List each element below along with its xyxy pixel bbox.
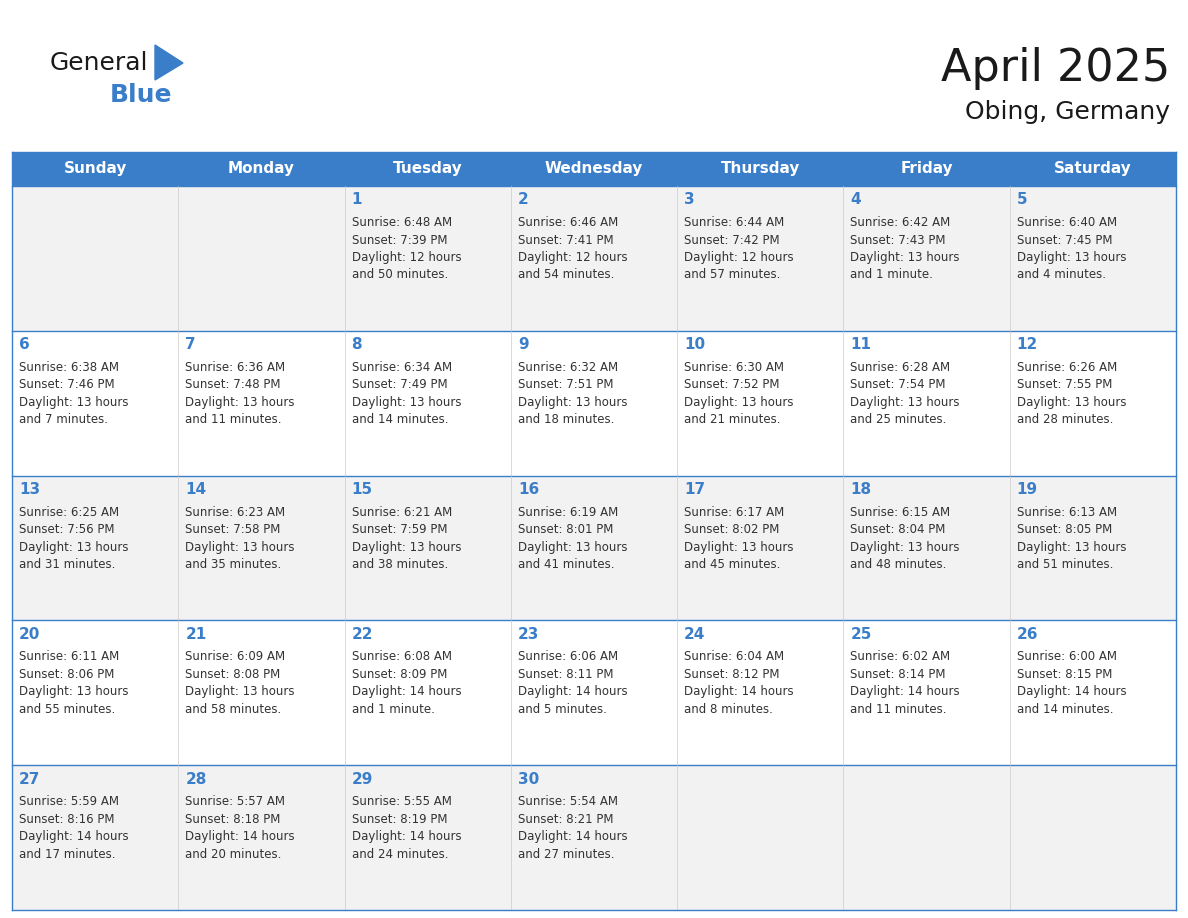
Polygon shape bbox=[154, 45, 183, 80]
Text: Sunrise: 6:02 AM
Sunset: 8:14 PM
Daylight: 14 hours
and 11 minutes.: Sunrise: 6:02 AM Sunset: 8:14 PM Dayligh… bbox=[851, 650, 960, 716]
Text: Sunrise: 6:44 AM
Sunset: 7:42 PM
Daylight: 12 hours
and 57 minutes.: Sunrise: 6:44 AM Sunset: 7:42 PM Dayligh… bbox=[684, 216, 794, 282]
Text: Sunrise: 6:17 AM
Sunset: 8:02 PM
Daylight: 13 hours
and 45 minutes.: Sunrise: 6:17 AM Sunset: 8:02 PM Dayligh… bbox=[684, 506, 794, 571]
Text: 30: 30 bbox=[518, 772, 539, 787]
Text: Sunrise: 6:19 AM
Sunset: 8:01 PM
Daylight: 13 hours
and 41 minutes.: Sunrise: 6:19 AM Sunset: 8:01 PM Dayligh… bbox=[518, 506, 627, 571]
Text: Sunrise: 6:11 AM
Sunset: 8:06 PM
Daylight: 13 hours
and 55 minutes.: Sunrise: 6:11 AM Sunset: 8:06 PM Dayligh… bbox=[19, 650, 128, 716]
Text: 19: 19 bbox=[1017, 482, 1038, 498]
Text: 15: 15 bbox=[352, 482, 373, 498]
Text: Wednesday: Wednesday bbox=[545, 162, 643, 176]
Text: Sunrise: 5:54 AM
Sunset: 8:21 PM
Daylight: 14 hours
and 27 minutes.: Sunrise: 5:54 AM Sunset: 8:21 PM Dayligh… bbox=[518, 795, 627, 861]
Text: Sunrise: 6:09 AM
Sunset: 8:08 PM
Daylight: 13 hours
and 58 minutes.: Sunrise: 6:09 AM Sunset: 8:08 PM Dayligh… bbox=[185, 650, 295, 716]
Text: Sunrise: 6:25 AM
Sunset: 7:56 PM
Daylight: 13 hours
and 31 minutes.: Sunrise: 6:25 AM Sunset: 7:56 PM Dayligh… bbox=[19, 506, 128, 571]
Text: Sunrise: 6:32 AM
Sunset: 7:51 PM
Daylight: 13 hours
and 18 minutes.: Sunrise: 6:32 AM Sunset: 7:51 PM Dayligh… bbox=[518, 361, 627, 426]
Text: 20: 20 bbox=[19, 627, 40, 642]
Text: Blue: Blue bbox=[110, 83, 172, 107]
Text: Sunrise: 5:59 AM
Sunset: 8:16 PM
Daylight: 14 hours
and 17 minutes.: Sunrise: 5:59 AM Sunset: 8:16 PM Dayligh… bbox=[19, 795, 128, 861]
Text: 7: 7 bbox=[185, 337, 196, 353]
Text: 26: 26 bbox=[1017, 627, 1038, 642]
Text: Sunrise: 6:08 AM
Sunset: 8:09 PM
Daylight: 14 hours
and 1 minute.: Sunrise: 6:08 AM Sunset: 8:09 PM Dayligh… bbox=[352, 650, 461, 716]
Text: 23: 23 bbox=[518, 627, 539, 642]
Text: 9: 9 bbox=[518, 337, 529, 353]
Text: Sunrise: 6:42 AM
Sunset: 7:43 PM
Daylight: 13 hours
and 1 minute.: Sunrise: 6:42 AM Sunset: 7:43 PM Dayligh… bbox=[851, 216, 960, 282]
Text: Sunrise: 6:46 AM
Sunset: 7:41 PM
Daylight: 12 hours
and 54 minutes.: Sunrise: 6:46 AM Sunset: 7:41 PM Dayligh… bbox=[518, 216, 627, 282]
Text: 1: 1 bbox=[352, 193, 362, 207]
Text: 21: 21 bbox=[185, 627, 207, 642]
Text: 4: 4 bbox=[851, 193, 861, 207]
Text: Sunrise: 6:36 AM
Sunset: 7:48 PM
Daylight: 13 hours
and 11 minutes.: Sunrise: 6:36 AM Sunset: 7:48 PM Dayligh… bbox=[185, 361, 295, 426]
Text: 29: 29 bbox=[352, 772, 373, 787]
Text: 18: 18 bbox=[851, 482, 872, 498]
Text: 12: 12 bbox=[1017, 337, 1038, 353]
Text: Obing, Germany: Obing, Germany bbox=[965, 100, 1170, 124]
Text: 8: 8 bbox=[352, 337, 362, 353]
Text: Sunrise: 6:26 AM
Sunset: 7:55 PM
Daylight: 13 hours
and 28 minutes.: Sunrise: 6:26 AM Sunset: 7:55 PM Dayligh… bbox=[1017, 361, 1126, 426]
Text: Sunrise: 6:13 AM
Sunset: 8:05 PM
Daylight: 13 hours
and 51 minutes.: Sunrise: 6:13 AM Sunset: 8:05 PM Dayligh… bbox=[1017, 506, 1126, 571]
Text: April 2025: April 2025 bbox=[941, 47, 1170, 89]
Text: 17: 17 bbox=[684, 482, 706, 498]
Text: Sunrise: 6:04 AM
Sunset: 8:12 PM
Daylight: 14 hours
and 8 minutes.: Sunrise: 6:04 AM Sunset: 8:12 PM Dayligh… bbox=[684, 650, 794, 716]
Text: 3: 3 bbox=[684, 193, 695, 207]
Text: Sunrise: 6:48 AM
Sunset: 7:39 PM
Daylight: 12 hours
and 50 minutes.: Sunrise: 6:48 AM Sunset: 7:39 PM Dayligh… bbox=[352, 216, 461, 282]
Text: Friday: Friday bbox=[901, 162, 953, 176]
Text: Sunrise: 6:28 AM
Sunset: 7:54 PM
Daylight: 13 hours
and 25 minutes.: Sunrise: 6:28 AM Sunset: 7:54 PM Dayligh… bbox=[851, 361, 960, 426]
Text: Sunrise: 6:23 AM
Sunset: 7:58 PM
Daylight: 13 hours
and 35 minutes.: Sunrise: 6:23 AM Sunset: 7:58 PM Dayligh… bbox=[185, 506, 295, 571]
Text: 25: 25 bbox=[851, 627, 872, 642]
Text: 2: 2 bbox=[518, 193, 529, 207]
Bar bbox=[12, 330, 1176, 476]
Text: 10: 10 bbox=[684, 337, 706, 353]
Text: Sunrise: 6:34 AM
Sunset: 7:49 PM
Daylight: 13 hours
and 14 minutes.: Sunrise: 6:34 AM Sunset: 7:49 PM Dayligh… bbox=[352, 361, 461, 426]
Text: 5: 5 bbox=[1017, 193, 1028, 207]
Text: Sunrise: 6:15 AM
Sunset: 8:04 PM
Daylight: 13 hours
and 48 minutes.: Sunrise: 6:15 AM Sunset: 8:04 PM Dayligh… bbox=[851, 506, 960, 571]
Text: Tuesday: Tuesday bbox=[393, 162, 462, 176]
Text: Sunrise: 6:06 AM
Sunset: 8:11 PM
Daylight: 14 hours
and 5 minutes.: Sunrise: 6:06 AM Sunset: 8:11 PM Dayligh… bbox=[518, 650, 627, 716]
Text: Sunrise: 6:38 AM
Sunset: 7:46 PM
Daylight: 13 hours
and 7 minutes.: Sunrise: 6:38 AM Sunset: 7:46 PM Dayligh… bbox=[19, 361, 128, 426]
Text: General: General bbox=[50, 51, 148, 75]
Text: Sunrise: 6:00 AM
Sunset: 8:15 PM
Daylight: 14 hours
and 14 minutes.: Sunrise: 6:00 AM Sunset: 8:15 PM Dayligh… bbox=[1017, 650, 1126, 716]
Text: Sunrise: 5:55 AM
Sunset: 8:19 PM
Daylight: 14 hours
and 24 minutes.: Sunrise: 5:55 AM Sunset: 8:19 PM Dayligh… bbox=[352, 795, 461, 861]
Text: Sunrise: 6:30 AM
Sunset: 7:52 PM
Daylight: 13 hours
and 21 minutes.: Sunrise: 6:30 AM Sunset: 7:52 PM Dayligh… bbox=[684, 361, 794, 426]
Text: 14: 14 bbox=[185, 482, 207, 498]
Bar bbox=[12, 621, 1176, 766]
Text: 13: 13 bbox=[19, 482, 40, 498]
Text: 16: 16 bbox=[518, 482, 539, 498]
Text: Sunday: Sunday bbox=[63, 162, 127, 176]
Text: Monday: Monday bbox=[228, 162, 295, 176]
Text: 22: 22 bbox=[352, 627, 373, 642]
Text: Sunrise: 6:40 AM
Sunset: 7:45 PM
Daylight: 13 hours
and 4 minutes.: Sunrise: 6:40 AM Sunset: 7:45 PM Dayligh… bbox=[1017, 216, 1126, 282]
Text: 11: 11 bbox=[851, 337, 872, 353]
Text: 27: 27 bbox=[19, 772, 40, 787]
Text: 6: 6 bbox=[19, 337, 30, 353]
Bar bbox=[12, 476, 1176, 621]
Text: Thursday: Thursday bbox=[721, 162, 800, 176]
Text: 24: 24 bbox=[684, 627, 706, 642]
Text: Sunrise: 6:21 AM
Sunset: 7:59 PM
Daylight: 13 hours
and 38 minutes.: Sunrise: 6:21 AM Sunset: 7:59 PM Dayligh… bbox=[352, 506, 461, 571]
Text: Saturday: Saturday bbox=[1054, 162, 1132, 176]
Bar bbox=[12, 766, 1176, 910]
Text: 28: 28 bbox=[185, 772, 207, 787]
Bar bbox=[12, 186, 1176, 330]
Text: Sunrise: 5:57 AM
Sunset: 8:18 PM
Daylight: 14 hours
and 20 minutes.: Sunrise: 5:57 AM Sunset: 8:18 PM Dayligh… bbox=[185, 795, 295, 861]
Bar bbox=[12, 152, 1176, 186]
